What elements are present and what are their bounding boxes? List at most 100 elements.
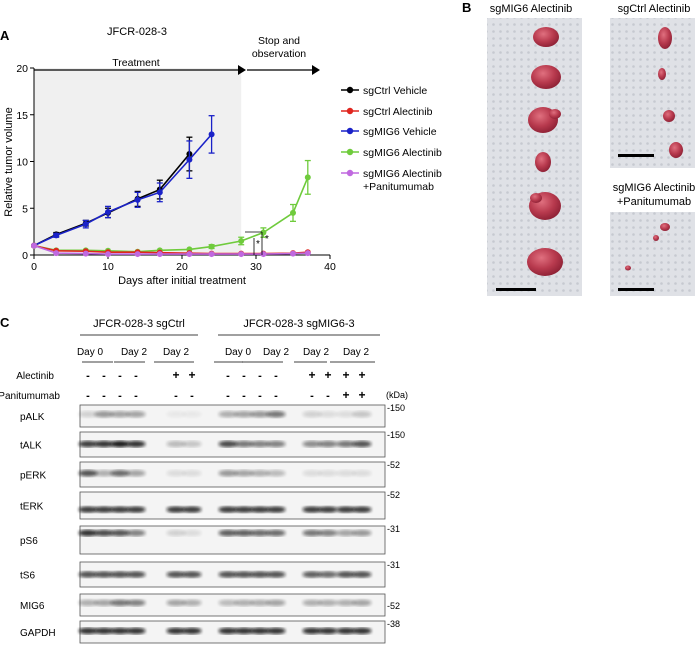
treatment-sign: + <box>188 368 195 382</box>
data-point <box>208 243 215 250</box>
panel-a-letter: A <box>0 28 10 43</box>
treatment-sign: - <box>174 390 178 402</box>
significance-star-1: * <box>256 239 260 250</box>
blot-band <box>126 627 146 635</box>
day-label: Day 2 <box>343 347 370 358</box>
blot-band <box>234 627 254 635</box>
data-point <box>82 250 89 257</box>
blot-talk: tALK -150 <box>20 430 405 458</box>
stop-label-line2: observation <box>252 48 306 60</box>
alectinib-row-label: Alectinib <box>16 371 54 382</box>
blot-band <box>318 506 338 513</box>
blot-band <box>182 506 202 513</box>
data-point <box>156 251 163 258</box>
blot-kda: -31 <box>387 524 400 534</box>
blot-band <box>266 571 286 578</box>
blot-band <box>166 599 186 606</box>
photo-bottom-title-line1: sgMIG6 Alectinib <box>613 182 696 194</box>
panel-a: A JFCR-028-3 Treatment Stop and observat… <box>0 26 442 287</box>
day-label: Day 0 <box>225 347 252 358</box>
treatment-sign: - <box>118 370 122 382</box>
blot-band <box>94 529 114 537</box>
legend-entry: sgMIG6 Vehicle <box>341 126 437 138</box>
data-point <box>53 250 60 257</box>
blot-band <box>78 571 98 578</box>
day-label: Day 2 <box>303 347 330 358</box>
blot-band <box>218 506 238 513</box>
day-label: Day 2 <box>121 347 148 358</box>
legend-label: sgMIG6 Alectinib <box>363 168 442 180</box>
treatment-sign: + <box>172 368 179 382</box>
data-point <box>186 251 193 258</box>
blot-band <box>218 411 238 418</box>
blot-band <box>94 411 114 418</box>
x-tick-label: 10 <box>102 261 114 273</box>
blot-band <box>250 571 270 578</box>
blot-band <box>302 506 322 513</box>
blot-band <box>182 440 202 448</box>
day-label: Day 2 <box>263 347 290 358</box>
treatment-sign: - <box>258 370 262 382</box>
blot-band <box>336 599 356 606</box>
data-point <box>260 251 267 258</box>
blot-terk: tERK -52 <box>20 490 400 520</box>
panel-c: C JFCR-028-3 sgCtrl JFCR-028-3 sgMIG6-3 … <box>0 315 408 644</box>
blot-band <box>318 411 338 418</box>
treatment-sign: - <box>118 390 122 402</box>
blot-band <box>352 599 372 606</box>
blot-band <box>318 571 338 578</box>
blot-band <box>218 571 238 578</box>
blot-band <box>336 411 356 418</box>
photo-right-title: sgCtrl Alectinib <box>618 3 691 15</box>
blot-band <box>266 411 286 418</box>
treatment-sign: - <box>102 390 106 402</box>
treatment-sign: + <box>308 368 315 382</box>
blot-band <box>318 627 338 635</box>
blot-mig6: MIG6 -52 <box>20 593 400 617</box>
blot-band <box>234 470 254 477</box>
x-tick-label: 0 <box>31 261 37 273</box>
blot-band <box>110 506 130 513</box>
group2-label: JFCR-028-3 sgMIG6-3 <box>243 318 354 330</box>
blot-kda: -150 <box>387 430 405 440</box>
chart-series <box>31 115 311 258</box>
blot-band <box>302 529 322 537</box>
y-tick-label: 5 <box>22 203 28 215</box>
blot-band <box>166 571 186 578</box>
blot-label: tALK <box>20 441 42 452</box>
photo-sgmig6-alectinib-panitumumab <box>610 212 695 296</box>
data-point <box>156 189 163 196</box>
data-point <box>290 209 296 216</box>
treatment-sign: - <box>86 390 90 402</box>
blot-band <box>336 571 356 578</box>
data-point <box>238 251 245 258</box>
blot-band <box>266 506 286 513</box>
x-tick-label: 30 <box>250 261 262 273</box>
x-axis-label: Days after initial treatment <box>118 275 246 287</box>
blot-palk: pALK -150 <box>20 403 405 428</box>
blot-band <box>336 627 356 635</box>
kda-label: (kDa) <box>386 390 408 400</box>
blot-band <box>218 440 238 448</box>
blot-band <box>110 599 130 606</box>
significance-star-2: * <box>265 234 269 245</box>
blot-band <box>302 599 322 606</box>
stop-arrow-head <box>312 65 320 75</box>
blot-band <box>166 529 186 537</box>
blot-band <box>166 627 186 635</box>
treatment-sign: + <box>342 368 349 382</box>
blot-band <box>352 470 372 477</box>
blot-kda: -52 <box>387 460 400 470</box>
series-line <box>33 244 308 255</box>
blot-band <box>94 627 114 635</box>
x-tick-label: 20 <box>176 261 188 273</box>
blot-band <box>302 571 322 578</box>
treatment-label: Treatment <box>112 57 160 69</box>
day-labels: Day 0 Day 2 Day 2 Day 0 Day 2 Day 2 Day 2 <box>77 347 375 363</box>
blot-band <box>126 440 146 448</box>
data-point <box>105 208 111 215</box>
blot-band <box>234 440 254 448</box>
treatment-sign: - <box>102 370 106 382</box>
blot-band <box>302 411 322 418</box>
